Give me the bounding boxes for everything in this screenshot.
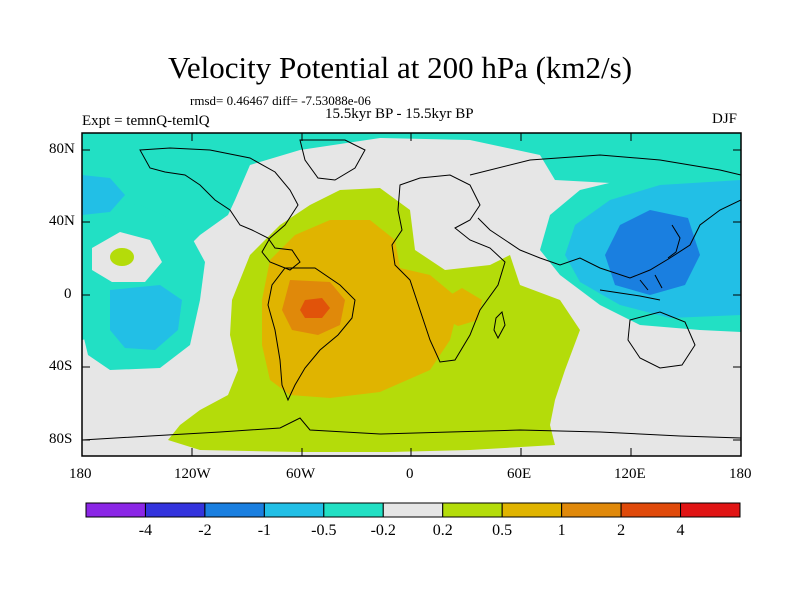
colorbar-box — [382, 502, 444, 518]
coast-madagascar — [493, 311, 506, 340]
lat-label-80n: 80N — [49, 141, 75, 157]
colorbar-level-label: 4 — [676, 522, 685, 539]
map-title: Velocity Potential at 200 hPa (km2/s) — [167, 50, 633, 85]
colorbar-level-label: 0.2 — [432, 522, 453, 539]
colorbar-box — [620, 502, 682, 518]
small-positive-pocket — [110, 248, 134, 266]
colorbar-box — [680, 502, 741, 518]
negative-field-west — [82, 133, 741, 340]
coast-south-america — [267, 267, 356, 402]
colorbar — [85, 502, 741, 518]
colorbar-box — [204, 502, 265, 518]
coast-greenland — [299, 139, 366, 181]
coast-indonesia — [599, 274, 663, 301]
map-plot-area — [82, 133, 741, 456]
positive-field-05-east — [442, 288, 482, 326]
positive-field-2 — [300, 298, 330, 318]
colorbar-level-label: 2 — [617, 522, 626, 539]
coast-europe-africa — [391, 174, 506, 363]
lat-label-80s: 80S — [49, 431, 73, 447]
lon-label-180-west: 180 — [69, 466, 92, 482]
coast-north-america — [139, 147, 301, 271]
lat-label-40n: 40N — [49, 213, 75, 229]
lat-label-0: 0 — [64, 286, 72, 302]
colorbar-level-label: 0.5 — [492, 522, 513, 539]
colorbar-box — [323, 502, 384, 518]
positive-field-05 — [262, 220, 460, 398]
colorbar-level-label: 1 — [557, 522, 566, 539]
lon-label-120w: 120W — [174, 466, 211, 482]
colorbar-level-label: -0.5 — [311, 522, 337, 539]
light-blue-field-pacific — [110, 285, 182, 350]
colorbar-level-label: -4 — [138, 522, 153, 539]
colorbar-box — [561, 502, 622, 518]
lat-label-40s: 40S — [49, 358, 73, 374]
season-label: DJF — [712, 111, 738, 127]
lon-label-60w: 60W — [286, 466, 316, 482]
colorbar-box — [144, 502, 206, 518]
colorbar-box — [85, 502, 146, 518]
coast-antarctica — [82, 417, 741, 441]
colorbar-level-label: -1 — [257, 522, 272, 539]
lon-label-120e: 120E — [614, 466, 646, 482]
coast-asia — [469, 154, 741, 279]
lon-label-60e: 60E — [507, 466, 532, 482]
period-label: 15.5kyr BP - 15.5kyr BP — [325, 106, 474, 122]
light-blue-field-west-arctic — [82, 175, 125, 215]
colorbar-box — [501, 502, 563, 518]
lat-ticks — [82, 149, 741, 441]
coast-japan — [667, 224, 681, 259]
colorbar-box — [263, 502, 325, 518]
coast-australia — [627, 311, 696, 369]
colorbar-box — [442, 502, 503, 518]
lon-label-180-east: 180 — [729, 466, 752, 482]
colorbar-level-label: -2 — [198, 522, 212, 539]
stats-label: rmsd= 0.46467 diff= -7.53088e-06 — [190, 93, 371, 108]
colorbar-level-label: -0.2 — [370, 522, 396, 539]
experiment-label: Expt = temnQ-temlQ — [82, 113, 210, 129]
lon-ticks — [81, 133, 742, 456]
coastlines — [82, 139, 741, 441]
lon-label-0: 0 — [406, 466, 414, 482]
